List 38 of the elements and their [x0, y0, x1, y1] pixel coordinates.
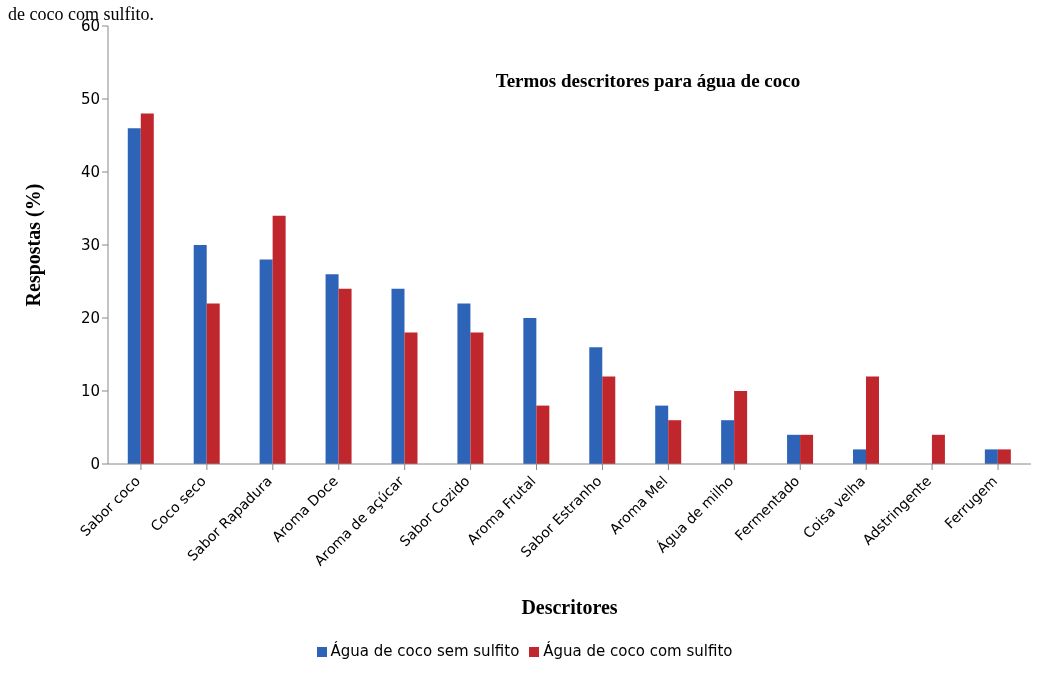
bar [721, 420, 735, 464]
bar [655, 405, 669, 464]
y-tick-label: 10 [80, 382, 100, 401]
legend-label: Água de coco com sulfito [543, 642, 733, 660]
y-tick-label: 40 [80, 163, 100, 182]
bar [984, 449, 998, 464]
y-tick-label: 0 [90, 455, 100, 474]
y-axis-title: Respostas (%) [22, 183, 46, 307]
y-tick-label: 50 [80, 90, 100, 109]
bar [668, 420, 682, 464]
bar [259, 259, 273, 464]
bar [404, 332, 418, 464]
bar [127, 128, 141, 464]
bar [734, 391, 748, 464]
bar [140, 113, 154, 464]
bar [787, 434, 801, 464]
y-tick-label: 30 [80, 236, 100, 255]
bar [602, 376, 616, 464]
y-tick-label: 20 [80, 309, 100, 328]
bar [536, 405, 550, 464]
bar [457, 303, 471, 464]
bar [800, 434, 814, 464]
bar [470, 332, 484, 464]
bar [589, 347, 603, 464]
bar [325, 274, 339, 464]
bar [206, 303, 220, 464]
bar [391, 288, 405, 464]
bar [931, 434, 945, 464]
x-axis-title: Descritores [521, 596, 618, 618]
bar [338, 288, 352, 464]
bar [193, 245, 207, 464]
bar [523, 318, 537, 464]
bar [852, 449, 866, 464]
bar [997, 449, 1011, 464]
text: Termos descritores para água de coco [494, 70, 802, 92]
legend-label: Água de coco sem sulfito [330, 642, 520, 660]
bar [865, 376, 879, 464]
bar [272, 215, 286, 464]
